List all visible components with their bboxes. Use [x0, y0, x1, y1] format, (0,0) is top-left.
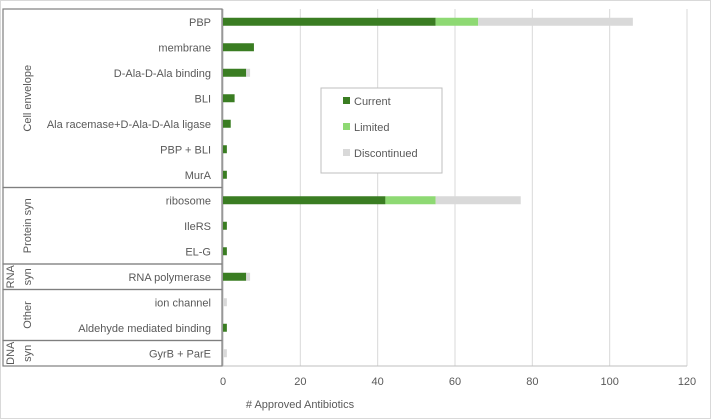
x-tick-label: 100 — [600, 376, 618, 388]
category-label: IleRS — [184, 221, 211, 233]
bar-current — [223, 247, 227, 256]
legend-label: Discontinued — [354, 148, 418, 160]
group-label: Other — [22, 301, 34, 329]
group-label: syn — [22, 268, 34, 285]
x-axis-title: # Approved Antibiotics — [246, 399, 355, 411]
category-label: EL-G — [185, 246, 211, 258]
x-tick-label: 0 — [220, 376, 226, 388]
category-label: PBP + BLI — [160, 144, 211, 156]
category-label: BLI — [194, 93, 211, 105]
bar-current — [223, 145, 227, 154]
group-label: Cell envelope — [22, 65, 34, 132]
x-tick-label: 80 — [526, 376, 538, 388]
x-tick-label: 40 — [372, 376, 384, 388]
category-label: PBP — [189, 17, 211, 29]
bar-current — [223, 323, 227, 332]
legend-swatch-limited — [343, 123, 350, 130]
category-groups: Cell envelope Protein syn RNA syn Other DNA sy… — [2, 8, 223, 367]
category-label: Aldehyde mediated binding — [78, 323, 211, 335]
category-label: D-Ala-D-Ala binding — [114, 68, 211, 80]
bar-current — [223, 94, 235, 103]
bar-limited — [435, 17, 479, 26]
legend-label: Limited — [354, 122, 389, 134]
bar-discontinued — [223, 298, 227, 307]
bar-discontinued — [246, 68, 251, 77]
category-label: GyrB + ParE — [149, 348, 211, 360]
bar-current — [223, 17, 436, 26]
group-label: Protein syn — [22, 198, 34, 253]
x-tick-label: 120 — [678, 376, 696, 388]
bar-discontinued — [435, 196, 521, 205]
bar-discontinued — [223, 349, 227, 358]
bar-current — [223, 196, 386, 205]
bar-current — [223, 221, 227, 230]
bar-current — [223, 119, 231, 128]
x-tick-label: 20 — [294, 376, 306, 388]
group-label: DNA — [5, 341, 17, 365]
category-label: ion channel — [155, 297, 211, 309]
group-label: syn — [22, 345, 34, 362]
category-label: membrane — [158, 42, 211, 54]
bars — [223, 17, 633, 358]
x-axis-ticks: 0 20 40 60 80 100 120 — [220, 376, 696, 388]
bar-current — [223, 43, 254, 52]
legend-swatch-current — [343, 97, 350, 104]
legend: Current Limited Discontinued — [320, 87, 443, 174]
category-label: ribosome — [166, 195, 211, 207]
legend-swatch-discontinued — [343, 149, 350, 156]
gridlines — [222, 9, 688, 367]
x-tick-label: 60 — [449, 376, 461, 388]
bar-discontinued — [246, 272, 251, 281]
bar-current — [223, 170, 227, 179]
group-box — [2, 339, 223, 367]
legend-label: Current — [354, 96, 391, 108]
category-label: Ala racemase+D-Ala-D-Ala ligase — [47, 119, 211, 131]
category-label: MurA — [185, 170, 212, 182]
bar-limited — [385, 196, 436, 205]
category-label: RNA polymerase — [128, 272, 211, 284]
legend-box — [320, 87, 443, 174]
bar-current — [223, 272, 247, 281]
bar-current — [223, 68, 247, 77]
bar-discontinued — [478, 17, 633, 26]
group-label: RNA — [5, 264, 17, 288]
